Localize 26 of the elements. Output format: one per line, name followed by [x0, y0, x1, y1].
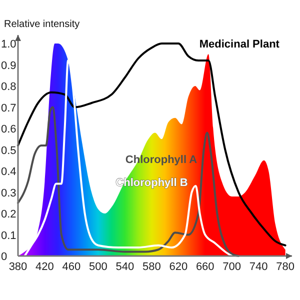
y-tick-label: 1.0: [1, 38, 16, 50]
y-tick-label: 0: [1, 251, 8, 263]
line-series: [24, 60, 233, 257]
y-tick-label: 0.6: [1, 124, 16, 136]
x-tick-label: 580: [142, 261, 161, 273]
x-tick-label: 540: [116, 261, 134, 273]
x-tick-label: 500: [89, 261, 108, 273]
x-tick-label: 700: [222, 261, 242, 273]
line-series: [17, 106, 240, 257]
y-tick-label: 0.2: [1, 208, 16, 220]
y-tick-label: 0.8: [1, 81, 16, 93]
x-tick-label: 780: [276, 261, 294, 273]
x-tick-label: 420: [36, 261, 54, 273]
x-tick-label: 740: [249, 261, 268, 273]
y-tick-label: 0.7: [1, 102, 16, 114]
x-tick-label: 620: [169, 261, 188, 273]
y-tick-label: 0.5: [1, 144, 16, 157]
y-tick-label: 0.1: [1, 230, 16, 242]
y-tick-label: 0.3: [1, 187, 16, 200]
series-label: Medicinal Plant: [199, 38, 280, 50]
x-tick-label: 380: [8, 261, 28, 273]
x-tick-label: 660: [196, 261, 214, 273]
y-tick-label: 0.4: [1, 166, 16, 178]
y-axis-title: Relative intensity: [4, 19, 80, 30]
y-tick-label: 0.9: [1, 60, 16, 72]
x-tick-label: 460: [62, 261, 81, 273]
